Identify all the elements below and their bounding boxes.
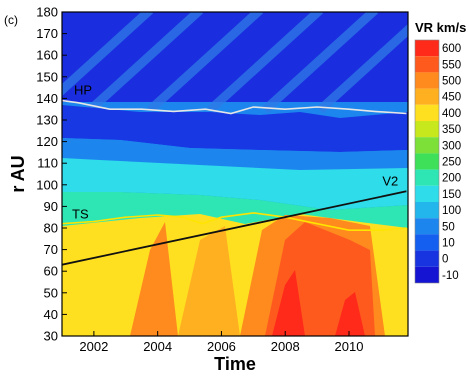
colorbar-swatch [415,266,439,283]
y-tick-label: 30 [44,329,58,344]
colorbar-label: 250 [442,157,461,169]
colorbar-swatch [415,250,439,267]
colorbar-label: 400 [442,108,461,120]
heatmap-field [62,12,408,336]
line-v2 [62,190,407,266]
colorbar-swatch [415,202,439,219]
colorbar-swatch [415,121,439,138]
y-axis-title: r AU [8,155,28,192]
colorbar-swatch [415,104,439,121]
region-mid-blue [62,138,408,170]
diagonal-streaks [62,12,408,114]
line-label-hp: HP [74,83,92,98]
x-axis-title: Time [214,354,256,374]
line-ts [62,212,407,231]
colorbar-swatch [415,218,439,235]
y-tick-label: 110 [37,156,58,171]
y-tick-label: 140 [36,91,58,106]
colorbar-swatch [415,56,439,73]
colorbar-label: 10 [442,238,455,250]
colorbar-swatch [415,153,439,170]
line-hp [62,99,407,115]
y-tick-label: 120 [36,134,58,149]
y-tick-label: 90 [44,199,58,214]
colorbar-swatch [415,88,439,105]
lines-layer [62,99,407,266]
x-axis: 2002 2004 2006 2008 2010 [79,331,363,354]
y-tick-label: 160 [36,48,58,63]
y-tick-label: 50 [44,285,58,300]
colorbar-label: 150 [442,189,461,201]
y-tick-label: 130 [36,113,58,128]
colorbar-swatch [415,185,439,202]
x-tick-label: 2010 [335,339,364,354]
region-orange-plume-1 [130,222,178,336]
colorbar-label: 300 [442,140,461,152]
x-tick-label: 2008 [271,339,300,354]
colorbar-label: 50 [442,221,455,233]
line-labels: HP TS V2 [72,83,398,222]
line-label-v2: V2 [382,173,398,188]
region-red-hot-1 [272,270,305,336]
colorbar-swatch [415,137,439,154]
y-tick-label: 100 [36,177,58,192]
colorbar-swatch [415,72,439,89]
colorbar-title: VR km/s [415,20,466,35]
x-tick-label: 2004 [143,339,172,354]
line-label-ts: TS [72,207,89,222]
plot-frame [61,11,409,337]
colorbar-label: 350 [442,124,461,136]
region-cyan [62,158,408,210]
colorbar-label: 450 [442,92,461,104]
y-tick-label: 40 [44,307,58,322]
colorbar-label: 200 [442,173,461,185]
x-tick-label: 2006 [207,339,236,354]
panel-label: (c) [4,13,18,27]
colorbar: 60055050045040035030025020015010050100-1… [414,39,461,284]
y-tick-label: 180 [36,5,58,20]
x-tick-label: 2002 [79,339,108,354]
colorbar-frame [414,39,440,284]
colorbar-label: 550 [442,59,461,71]
colorbar-label: 100 [442,205,461,217]
colorbar-label: -10 [442,270,459,282]
colorbar-label: 600 [442,43,461,55]
region-blue-band [62,105,408,152]
y-tick-label: 70 [44,242,58,257]
colorbar-label: 0 [442,254,448,266]
y-axis: 30 40 50 60 70 80 90 100 110 120 130 140 150 160 170 18… [36,5,67,344]
region-orange-plume-2 [178,226,240,336]
y-tick-label: 80 [44,221,58,236]
y-tick-label: 170 [36,26,58,41]
colorbar-swatch [415,40,439,57]
colorbar-label: 500 [442,76,461,88]
y-tick-label: 60 [44,264,58,279]
region-red-hot-2 [335,292,365,336]
y-tick-label: 150 [36,69,58,84]
colorbar-swatch [415,169,439,186]
colorbar-swatch [415,234,439,251]
